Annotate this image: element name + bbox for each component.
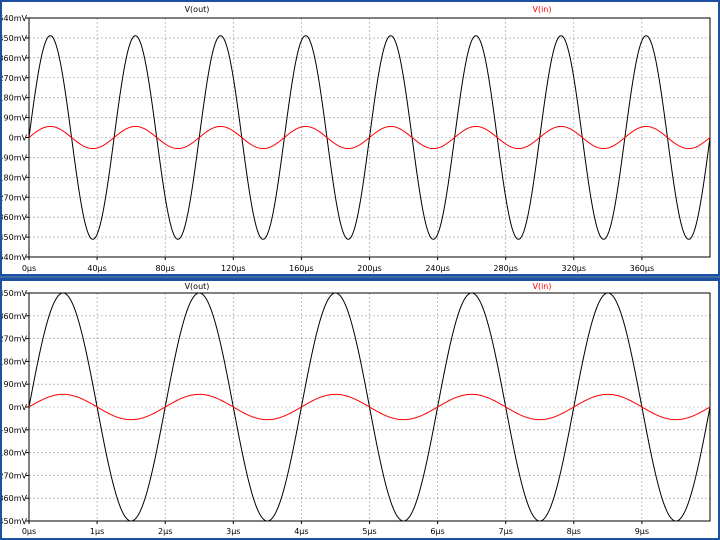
x-tick-label: 1µs: [90, 527, 104, 536]
y-tick-label: 270mV: [2, 74, 28, 83]
y-tick-label: -180mV: [2, 173, 28, 182]
y-tick-label: 540mV: [2, 14, 28, 23]
x-tick-label: 240µs: [425, 264, 450, 273]
waveform-plot-top: 540mV 450mV 360mV 270mV 180mV 90mV 0mV -90mV -18…: [2, 5, 711, 273]
trace-v-in-bottom: [28, 393, 711, 421]
x-tick-label: 280µs: [493, 264, 518, 273]
x-tick-label: 160µs: [289, 264, 314, 273]
trace-label-v-out[interactable]: V(out): [185, 5, 210, 14]
y-tick-label: -450mV: [2, 233, 28, 242]
y-tick-label: 270mV: [2, 335, 28, 344]
plot-pane-top[interactable]: 540mV 450mV 360mV 270mV 180mV 90mV 0mV -90mV -18…: [0, 0, 720, 276]
x-tick-label: 0µs: [22, 264, 36, 273]
y-tick-label: -360mV: [2, 213, 28, 222]
y-tick-label: 450mV: [2, 34, 28, 43]
x-tick-label: 40µs: [87, 264, 106, 273]
trace-v-in-top: [28, 125, 711, 150]
x-tick-label: 80µs: [155, 264, 174, 273]
y-tick-label: -180mV: [2, 449, 28, 458]
y-tick-label: 0mV: [9, 403, 28, 412]
x-tick-label: 8µs: [567, 527, 581, 536]
x-tick-label: 5µs: [362, 527, 376, 536]
y-tick-label: -270mV: [2, 193, 28, 202]
y-tick-label: -90mV: [2, 153, 28, 162]
y-tick-label: 90mV: [4, 380, 28, 389]
y-tick-label: -90mV: [2, 426, 28, 435]
grid-top: [29, 18, 710, 257]
x-tick-label: 200µs: [357, 264, 382, 273]
trace-label-v-out[interactable]: V(out): [185, 282, 210, 291]
y-tick-label: 360mV: [2, 312, 28, 321]
y-tick-label: -360mV: [2, 494, 28, 503]
x-tick-label: 4µs: [294, 527, 308, 536]
trace-label-v-in[interactable]: V(in): [532, 5, 551, 14]
x-tick-label: 9µs: [635, 527, 649, 536]
x-tick-label: 2µs: [158, 527, 172, 536]
y-tick-label: -540mV: [2, 253, 28, 262]
x-tick-label: 360µs: [630, 264, 655, 273]
y-tick-label: 0mV: [9, 134, 28, 143]
y-tick-label: -450mV: [2, 517, 28, 526]
x-tick-label: 0µs: [22, 527, 36, 536]
y-tick-label: 180mV: [2, 357, 28, 366]
x-tick-label: 320µs: [562, 264, 587, 273]
y-tick-label: 450mV: [2, 289, 28, 298]
y-tick-label: 90mV: [4, 114, 28, 123]
y-tick-label: -270mV: [2, 471, 28, 480]
trace-label-v-in[interactable]: V(in): [532, 282, 551, 291]
x-tick-label: 120µs: [221, 264, 246, 273]
x-tick-label: 3µs: [226, 527, 240, 536]
plot-pane-bottom[interactable]: 450mV 360mV 270mV 180mV 90mV 0mV -90mV -180mV -2…: [0, 278, 720, 540]
y-tick-label: 180mV: [2, 94, 28, 103]
x-tick-label: 6µs: [430, 527, 444, 536]
x-tick-label: 7µs: [499, 527, 513, 536]
waveform-plot-bottom: 450mV 360mV 270mV 180mV 90mV 0mV -90mV -180mV -2…: [2, 282, 711, 536]
y-tick-label: 360mV: [2, 54, 28, 63]
